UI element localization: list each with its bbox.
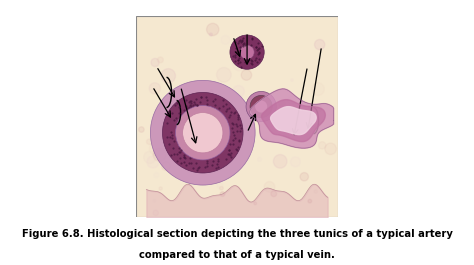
Circle shape (291, 79, 293, 81)
Circle shape (279, 103, 283, 107)
Circle shape (215, 133, 229, 147)
Circle shape (314, 190, 318, 193)
Circle shape (149, 142, 164, 156)
Circle shape (147, 156, 159, 168)
Circle shape (138, 127, 144, 132)
Circle shape (253, 110, 259, 115)
Circle shape (191, 158, 206, 173)
Circle shape (272, 100, 275, 103)
Circle shape (246, 135, 249, 138)
Circle shape (221, 36, 230, 44)
Circle shape (241, 70, 252, 80)
Circle shape (207, 23, 219, 36)
Circle shape (273, 154, 287, 168)
Circle shape (146, 139, 152, 144)
Circle shape (157, 57, 163, 63)
Circle shape (182, 113, 223, 153)
Circle shape (258, 157, 262, 161)
Circle shape (279, 100, 285, 107)
Text: compared to that of a typical vein.: compared to that of a typical vein. (139, 250, 335, 260)
Circle shape (314, 105, 322, 112)
Circle shape (161, 69, 175, 83)
Circle shape (246, 91, 276, 122)
Circle shape (205, 82, 220, 97)
Circle shape (266, 137, 269, 140)
Circle shape (220, 192, 225, 196)
Text: Figure 6.8. Histological section depicting the three tunics of a typical artery: Figure 6.8. Histological section depicti… (21, 229, 453, 239)
Circle shape (291, 157, 301, 167)
Circle shape (211, 81, 214, 85)
Circle shape (175, 105, 230, 160)
Circle shape (287, 96, 295, 104)
Circle shape (284, 191, 286, 193)
Circle shape (300, 173, 309, 181)
Circle shape (144, 151, 156, 164)
Circle shape (240, 45, 254, 59)
Circle shape (264, 182, 275, 192)
Circle shape (312, 83, 324, 95)
Circle shape (232, 127, 235, 130)
Polygon shape (262, 100, 325, 142)
Circle shape (210, 33, 212, 36)
Circle shape (154, 173, 159, 178)
Circle shape (267, 99, 273, 106)
Circle shape (226, 151, 231, 156)
Circle shape (153, 210, 158, 215)
Circle shape (153, 148, 166, 161)
Circle shape (250, 95, 272, 118)
Circle shape (151, 58, 159, 67)
Circle shape (217, 68, 231, 82)
Circle shape (200, 93, 211, 104)
Circle shape (162, 162, 171, 171)
Circle shape (250, 136, 253, 139)
Circle shape (176, 147, 182, 153)
Circle shape (230, 35, 264, 69)
Circle shape (150, 80, 255, 185)
Circle shape (308, 199, 312, 203)
Circle shape (217, 183, 223, 189)
Circle shape (233, 57, 247, 71)
Polygon shape (271, 107, 316, 135)
Circle shape (149, 83, 161, 94)
Circle shape (159, 187, 162, 190)
Circle shape (255, 100, 267, 113)
Circle shape (219, 186, 223, 190)
Circle shape (271, 191, 277, 197)
Circle shape (163, 92, 243, 173)
Circle shape (319, 142, 326, 149)
FancyBboxPatch shape (137, 16, 337, 217)
Circle shape (153, 199, 156, 202)
Polygon shape (249, 89, 334, 148)
Circle shape (233, 86, 244, 97)
Circle shape (302, 114, 307, 120)
Circle shape (325, 143, 337, 154)
Circle shape (210, 90, 212, 92)
Circle shape (315, 39, 325, 50)
Circle shape (254, 202, 256, 205)
